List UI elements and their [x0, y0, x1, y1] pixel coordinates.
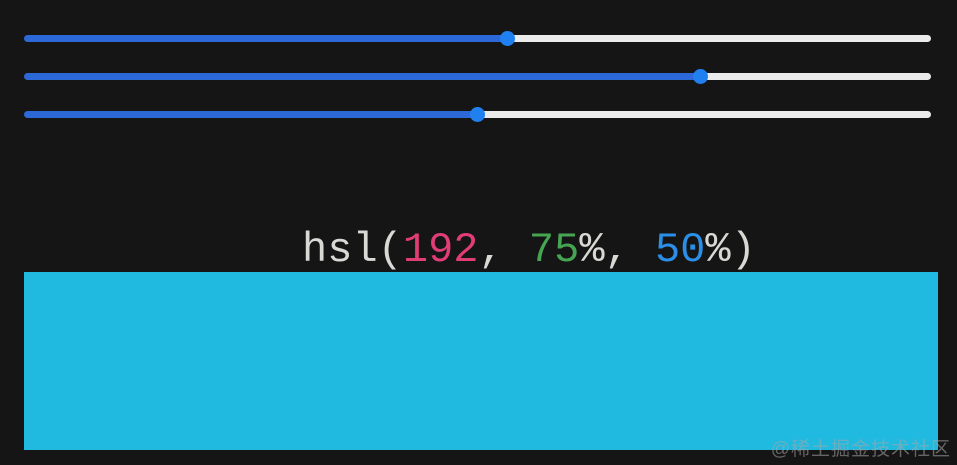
hue-slider[interactable]	[24, 30, 931, 46]
saturation-value-text: 75	[528, 226, 580, 274]
separator-text: ,	[478, 226, 529, 274]
hsl-suffix-text: %)	[705, 226, 756, 274]
hsl-value-label: hsl(192, 75%, 50%)	[0, 172, 957, 274]
saturation-slider[interactable]	[24, 68, 931, 84]
lightness-value-text: 50	[654, 226, 706, 274]
color-swatch	[24, 272, 938, 450]
hue-value-text: 192	[402, 226, 479, 274]
lightness-slider[interactable]	[24, 106, 931, 122]
hsl-prefix-text: hsl(	[302, 226, 403, 274]
slider-group	[0, 0, 957, 122]
percent-separator-text: %,	[579, 226, 655, 274]
